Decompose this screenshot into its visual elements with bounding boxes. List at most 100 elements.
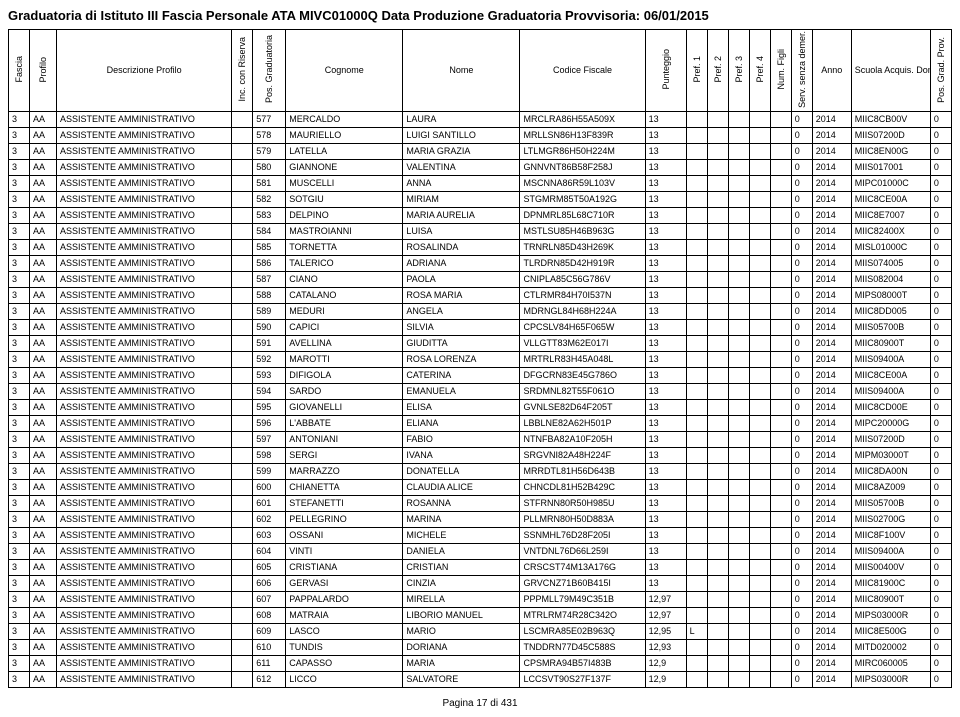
cell-anno: 2014 xyxy=(812,479,851,495)
cell-pos: 595 xyxy=(253,399,286,415)
cell-p1 xyxy=(686,671,707,687)
cell-punt: 13 xyxy=(645,223,686,239)
cell-p3 xyxy=(728,399,749,415)
cell-anno: 2014 xyxy=(812,335,851,351)
cell-pos: 601 xyxy=(253,495,286,511)
cell-p1 xyxy=(686,175,707,191)
cell-anno: 2014 xyxy=(812,127,851,143)
cell-p1 xyxy=(686,351,707,367)
table-row: 3AAASSISTENTE AMMINISTRATIVO585TORNETTAR… xyxy=(9,239,952,255)
cell-nf xyxy=(770,351,791,367)
cell-p4 xyxy=(749,111,770,127)
cell-p3 xyxy=(728,623,749,639)
cell-cf: STGMRM85T50A192G xyxy=(520,191,645,207)
cell-scuola: MIIC82400X xyxy=(851,223,930,239)
cell-scuola: MIPC01000C xyxy=(851,175,930,191)
cell-nome: ANGELA xyxy=(403,303,520,319)
cell-scuola: MIIC8AZ009 xyxy=(851,479,930,495)
cell-sv: 0 xyxy=(791,271,812,287)
cell-inc xyxy=(232,431,253,447)
cell-p4 xyxy=(749,271,770,287)
cell-nf xyxy=(770,591,791,607)
cell-nome: SILVIA xyxy=(403,319,520,335)
cell-punt: 13 xyxy=(645,111,686,127)
cell-cognome: PELLEGRINO xyxy=(286,511,403,527)
cell-p3 xyxy=(728,511,749,527)
cell-fascia: 3 xyxy=(9,623,30,639)
cell-fascia: 3 xyxy=(9,127,30,143)
cell-p3 xyxy=(728,591,749,607)
cell-profilo: AA xyxy=(30,575,57,591)
cell-scuola: MIIC80900T xyxy=(851,335,930,351)
cell-fascia: 3 xyxy=(9,399,30,415)
cell-sv: 0 xyxy=(791,239,812,255)
cell-nf xyxy=(770,543,791,559)
cell-inc xyxy=(232,303,253,319)
cell-anno: 2014 xyxy=(812,591,851,607)
cell-scuola: MIPS03000R xyxy=(851,607,930,623)
cell-inc xyxy=(232,335,253,351)
cell-pos: 608 xyxy=(253,607,286,623)
cell-pos: 593 xyxy=(253,367,286,383)
cell-nf xyxy=(770,415,791,431)
cell-pg: 0 xyxy=(930,511,951,527)
cell-cf: MRLLSN86H13F839R xyxy=(520,127,645,143)
cell-profilo: AA xyxy=(30,191,57,207)
cell-scuola: MIIS00400V xyxy=(851,559,930,575)
cell-desc: ASSISTENTE AMMINISTRATIVO xyxy=(57,287,232,303)
cell-desc: ASSISTENTE AMMINISTRATIVO xyxy=(57,335,232,351)
cell-desc: ASSISTENTE AMMINISTRATIVO xyxy=(57,511,232,527)
cell-pg: 0 xyxy=(930,543,951,559)
cell-inc xyxy=(232,207,253,223)
cell-p2 xyxy=(707,111,728,127)
cell-inc xyxy=(232,351,253,367)
cell-p1 xyxy=(686,191,707,207)
cell-sv: 0 xyxy=(791,671,812,687)
cell-p2 xyxy=(707,543,728,559)
cell-anno: 2014 xyxy=(812,191,851,207)
cell-profilo: AA xyxy=(30,383,57,399)
cell-desc: ASSISTENTE AMMINISTRATIVO xyxy=(57,255,232,271)
cell-nf xyxy=(770,319,791,335)
cell-p2 xyxy=(707,143,728,159)
cell-fascia: 3 xyxy=(9,639,30,655)
table-row: 3AAASSISTENTE AMMINISTRATIVO577MERCALDOL… xyxy=(9,111,952,127)
cell-scuola: MIIS05700B xyxy=(851,319,930,335)
cell-profilo: AA xyxy=(30,303,57,319)
cell-scuola: MIIC8DA00N xyxy=(851,463,930,479)
col-inc: Inc. con Riserva xyxy=(232,30,253,112)
table-row: 3AAASSISTENTE AMMINISTRATIVO609LASCOMARI… xyxy=(9,623,952,639)
cell-punt: 13 xyxy=(645,191,686,207)
cell-anno: 2014 xyxy=(812,415,851,431)
cell-fascia: 3 xyxy=(9,319,30,335)
cell-p1 xyxy=(686,591,707,607)
cell-anno: 2014 xyxy=(812,175,851,191)
cell-cf: VNTDNL76D66L259I xyxy=(520,543,645,559)
cell-p4 xyxy=(749,559,770,575)
cell-nome: SALVATORE xyxy=(403,671,520,687)
cell-punt: 13 xyxy=(645,463,686,479)
cell-cognome: MERCALDO xyxy=(286,111,403,127)
cell-nome: ANNA xyxy=(403,175,520,191)
cell-anno: 2014 xyxy=(812,255,851,271)
cell-profilo: AA xyxy=(30,175,57,191)
cell-punt: 12,97 xyxy=(645,591,686,607)
cell-p3 xyxy=(728,447,749,463)
cell-pg: 0 xyxy=(930,639,951,655)
cell-cognome: MAURIELLO xyxy=(286,127,403,143)
cell-nf xyxy=(770,575,791,591)
col-punt: Punteggio xyxy=(645,30,686,112)
cell-nome: ELIANA xyxy=(403,415,520,431)
cell-punt: 13 xyxy=(645,255,686,271)
cell-scuola: MIPC20000G xyxy=(851,415,930,431)
cell-profilo: AA xyxy=(30,527,57,543)
cell-desc: ASSISTENTE AMMINISTRATIVO xyxy=(57,111,232,127)
cell-cognome: DELPINO xyxy=(286,207,403,223)
col-posgrad: Pos. Grad. Prov. xyxy=(930,30,951,112)
cell-desc: ASSISTENTE AMMINISTRATIVO xyxy=(57,431,232,447)
cell-nf xyxy=(770,367,791,383)
cell-cf: MSCNNA86R59L103V xyxy=(520,175,645,191)
cell-pg: 0 xyxy=(930,239,951,255)
cell-cf: LSCMRA85E02B963Q xyxy=(520,623,645,639)
cell-p2 xyxy=(707,559,728,575)
